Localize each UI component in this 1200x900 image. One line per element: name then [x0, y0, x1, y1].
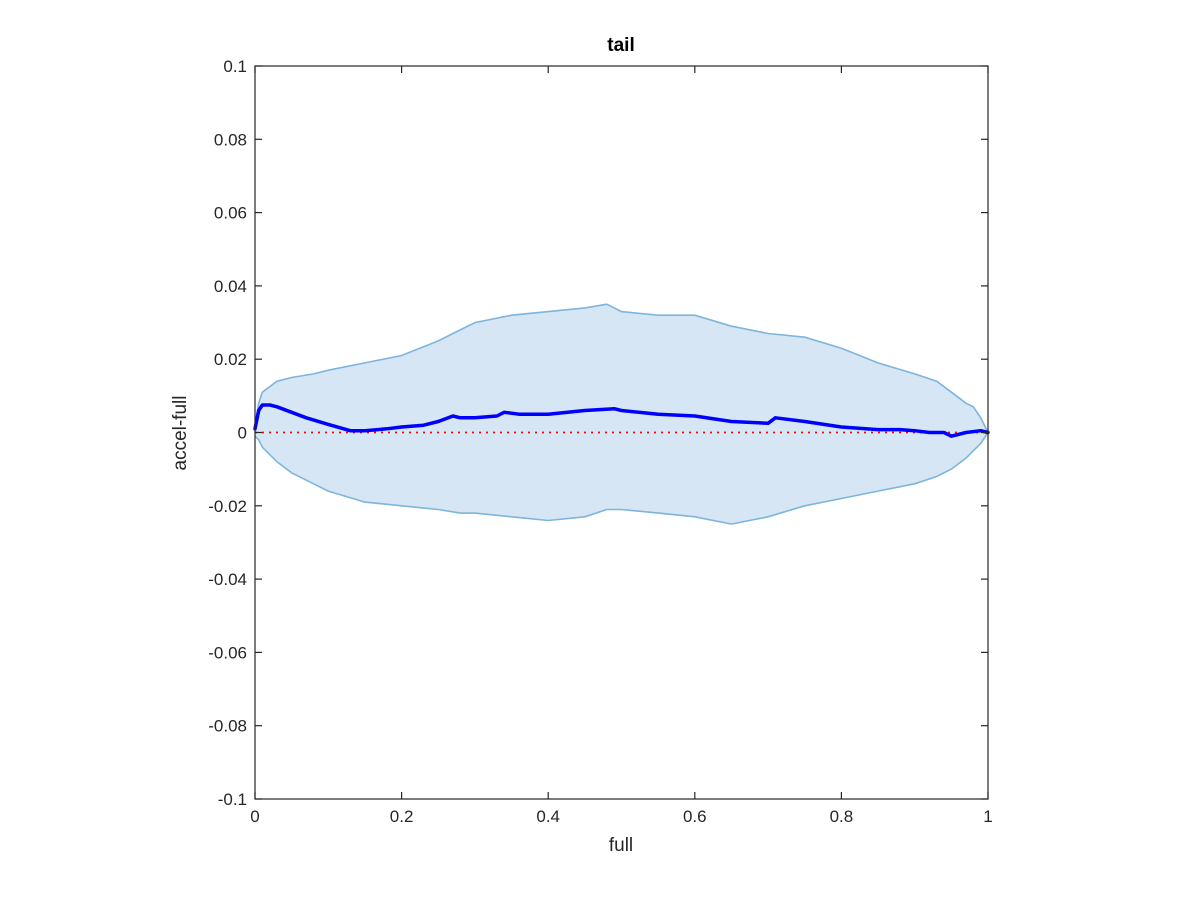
y-tick-label: -0.1: [218, 790, 247, 809]
y-axis-label: accel-full: [170, 396, 191, 471]
x-tick-label: 0.8: [830, 807, 854, 826]
x-tick-label: 0.2: [390, 807, 414, 826]
y-tick-label: 0: [238, 424, 247, 443]
band-lower-edge: [254, 432, 989, 525]
y-tick-label: 0.06: [214, 204, 247, 223]
x-tick-label: 0.6: [683, 807, 707, 826]
y-tick-label: 0.04: [214, 277, 247, 296]
y-tick-label: 0.02: [214, 350, 247, 369]
y-tick-label: -0.02: [208, 497, 247, 516]
mean-series-line: [253, 403, 990, 438]
y-tick-label: -0.08: [208, 717, 247, 736]
y-tick-label: -0.06: [208, 643, 247, 662]
band-upper-edge: [254, 303, 989, 433]
axis-ticks: 0 0.2 0.4 0.6 0.8 1 -0.1 -0.08 -0.06 -0.04 -0.02 0 0…: [208, 57, 992, 826]
plot-area: [253, 303, 990, 525]
chart-title: tail: [607, 35, 634, 56]
y-tick-label: -0.04: [208, 570, 247, 589]
confidence-band: [255, 304, 988, 525]
x-tick-label: 0: [250, 807, 259, 826]
x-axis-label: full: [609, 835, 633, 856]
y-tick-label: 0.08: [214, 130, 247, 149]
x-tick-label: 0.4: [536, 807, 560, 826]
y-tick-label: 0.1: [223, 57, 247, 76]
x-tick-label: 1: [983, 807, 992, 826]
